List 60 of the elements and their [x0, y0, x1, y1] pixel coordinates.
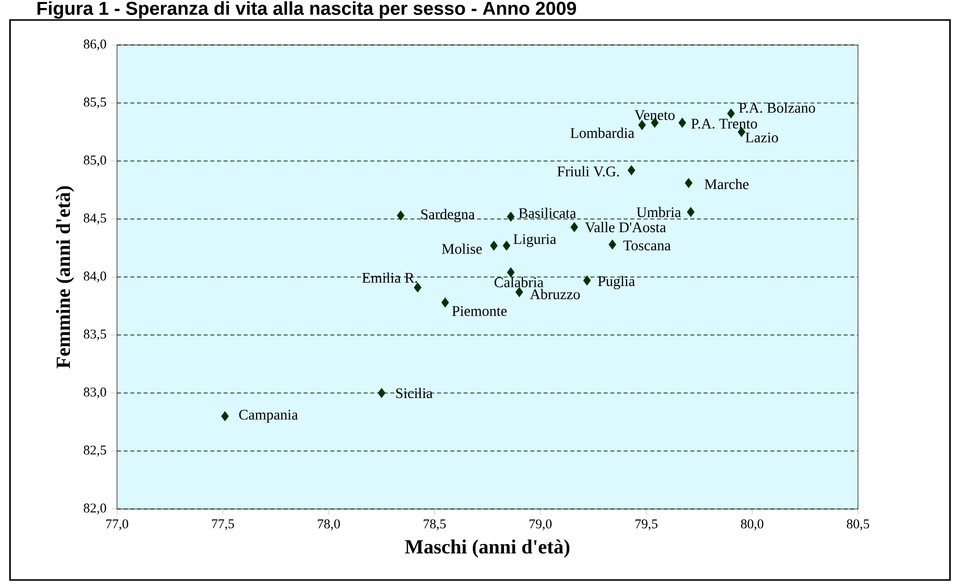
point — [608, 240, 616, 250]
point — [638, 120, 646, 130]
point — [490, 240, 498, 251]
y-tick-label: 84,5 — [84, 214, 106, 224]
annotation: Calabria — [494, 276, 544, 288]
point — [686, 207, 695, 217]
point — [414, 282, 422, 292]
annotation: Emilia R. — [362, 272, 418, 283]
annotation: Toscana — [623, 240, 671, 250]
point — [583, 276, 591, 286]
x-tick-label: 77,5 — [212, 519, 234, 530]
y-tick-label: 82,0 — [84, 504, 106, 514]
point — [396, 210, 404, 220]
annotation: Umbria — [636, 206, 681, 218]
annotation: Sicilia — [396, 388, 433, 398]
annotation: Lazio — [746, 132, 778, 142]
y-tick-label: 85,5 — [84, 98, 106, 108]
annotation: P.A. Bolzano — [738, 102, 816, 113]
point — [441, 298, 449, 308]
x-tick-label: 78,0 — [318, 519, 340, 530]
y-axis-title: Femmine (anni d'età) — [56, 186, 74, 368]
y-tick-label: 83,0 — [84, 388, 106, 398]
point — [507, 267, 515, 278]
chart-title: Figura 1 - Speranza di vita alla nascita per sesso - Anno 2009 — [38, 1, 576, 19]
y-tick-label: 85,0 — [84, 156, 106, 166]
y-tick-label: 86,0 — [84, 40, 106, 50]
annotation: Valle D'Aosta — [585, 222, 666, 232]
x-tick-label: 79,5 — [636, 519, 658, 530]
annotation: Piemonte — [452, 306, 507, 316]
annotation: Campania — [239, 410, 298, 423]
point — [684, 178, 692, 188]
x-tick-label: 79,0 — [530, 519, 552, 530]
annotation: Friuli V.G. — [557, 166, 619, 176]
annotation: P.A. Trento — [691, 118, 758, 129]
annotation: Abruzzo — [530, 288, 580, 300]
point — [727, 108, 735, 118]
annotation: Basilicata — [518, 208, 576, 218]
annotation: Molise — [442, 244, 482, 254]
y-tick-label: 82,5 — [84, 446, 106, 456]
x-tick-label: 80,0 — [740, 519, 764, 530]
annotation: Puglia — [598, 276, 635, 290]
x-tick-label: 77,0 — [106, 519, 128, 530]
point — [570, 222, 578, 232]
point — [502, 240, 510, 251]
y-tick-label: 84,0 — [84, 272, 106, 282]
annotation: Liguria — [514, 234, 556, 248]
point — [515, 287, 524, 298]
point — [507, 212, 515, 222]
y-tick-label: 83,5 — [84, 330, 106, 340]
x-tick-label: 80,5 — [846, 519, 870, 530]
annotation: Veneto — [634, 110, 675, 120]
point — [628, 165, 636, 176]
x-tick-label: 78,5 — [424, 519, 446, 530]
point — [378, 388, 386, 398]
point — [221, 411, 229, 422]
x-axis-title: Maschi (anni d'età) — [405, 539, 570, 558]
annotation: Marche — [704, 178, 749, 190]
point — [678, 118, 686, 128]
annotation: Sardegna — [421, 208, 475, 222]
annotation: Lombardia — [570, 128, 634, 138]
